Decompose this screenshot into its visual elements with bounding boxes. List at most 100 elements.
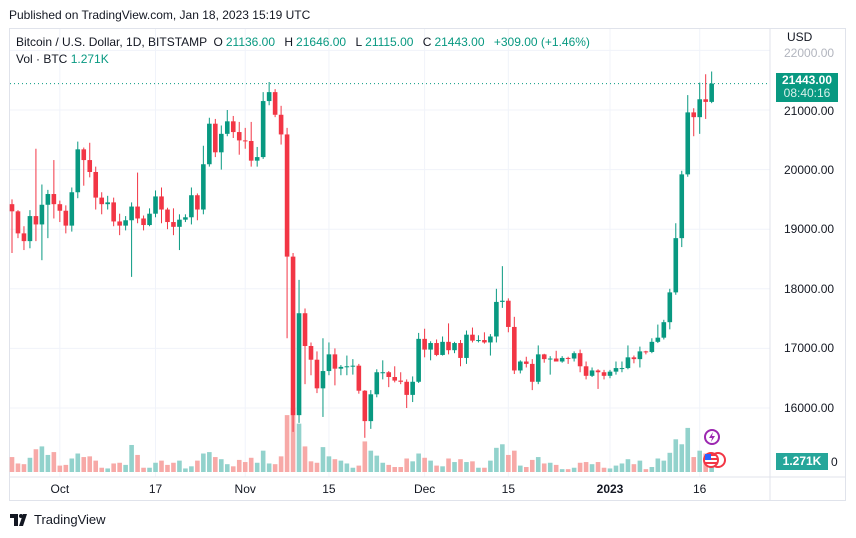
candle[interactable] — [75, 141, 81, 199]
candle[interactable] — [404, 379, 409, 408]
candle[interactable] — [631, 355, 637, 364]
candle[interactable] — [117, 213, 122, 236]
candle[interactable] — [392, 366, 398, 383]
candle[interactable] — [39, 184, 45, 261]
candle[interactable] — [290, 253, 296, 432]
candle[interactable] — [219, 125, 224, 170]
candle[interactable] — [446, 323, 451, 355]
candle[interactable] — [458, 340, 463, 367]
candle[interactable] — [637, 346, 643, 368]
candle[interactable] — [189, 187, 194, 225]
candle[interactable] — [589, 367, 595, 378]
candle[interactable] — [332, 348, 338, 386]
candle[interactable] — [643, 350, 649, 355]
candle[interactable] — [613, 361, 619, 375]
candle[interactable] — [308, 342, 314, 376]
candle[interactable] — [207, 117, 212, 167]
candle[interactable] — [535, 345, 541, 385]
candle[interactable] — [302, 308, 308, 385]
candle[interactable] — [260, 92, 266, 159]
candle[interactable] — [380, 360, 386, 380]
candle[interactable] — [518, 360, 523, 374]
candle[interactable] — [15, 210, 21, 239]
candle[interactable] — [284, 127, 290, 339]
candle[interactable] — [296, 279, 302, 423]
candle[interactable] — [500, 266, 505, 308]
candle[interactable] — [320, 338, 326, 417]
candle[interactable] — [703, 74, 708, 119]
candle[interactable] — [135, 172, 140, 224]
candle[interactable] — [326, 342, 332, 376]
candle[interactable] — [368, 390, 374, 429]
candle[interactable] — [476, 335, 481, 343]
candle[interactable] — [512, 316, 517, 375]
candle[interactable] — [213, 118, 218, 158]
candle[interactable] — [338, 365, 344, 376]
candle[interactable] — [27, 210, 33, 249]
candle[interactable] — [344, 355, 350, 376]
candle[interactable] — [482, 332, 487, 344]
candle[interactable] — [362, 390, 368, 438]
candle[interactable] — [691, 108, 697, 137]
candle[interactable] — [69, 187, 75, 232]
candle[interactable] — [129, 202, 134, 277]
candle[interactable] — [278, 105, 284, 145]
candle[interactable] — [21, 226, 27, 251]
candle[interactable] — [416, 332, 421, 383]
candle[interactable] — [356, 363, 362, 394]
candle[interactable] — [105, 195, 110, 210]
candle[interactable] — [655, 324, 661, 344]
candle[interactable] — [171, 208, 176, 236]
candle[interactable] — [434, 339, 439, 357]
candle[interactable] — [452, 341, 457, 354]
candle[interactable] — [619, 361, 625, 373]
candle[interactable] — [123, 216, 128, 231]
candle[interactable] — [494, 288, 499, 343]
lightning-event-icon[interactable] — [704, 429, 720, 445]
candle[interactable] — [272, 89, 278, 118]
candle[interactable] — [350, 359, 356, 375]
candle[interactable] — [183, 214, 188, 223]
candle[interactable] — [440, 336, 445, 356]
candle[interactable] — [195, 193, 200, 221]
candle[interactable] — [159, 187, 164, 224]
candle[interactable] — [601, 369, 607, 380]
candle[interactable] — [51, 160, 57, 219]
candle[interactable] — [559, 356, 565, 363]
candle[interactable] — [697, 82, 702, 134]
candle[interactable] — [248, 121, 254, 167]
candle[interactable] — [709, 71, 714, 104]
candle[interactable] — [230, 115, 236, 139]
candle[interactable] — [506, 298, 511, 333]
candle[interactable] — [87, 142, 93, 178]
candle[interactable] — [374, 369, 380, 398]
candle[interactable] — [165, 207, 170, 230]
candle[interactable] — [33, 148, 39, 242]
us-flag-economic-event-icon[interactable] — [703, 452, 719, 468]
candle[interactable] — [553, 350, 559, 362]
candle[interactable] — [571, 351, 577, 362]
candle[interactable] — [470, 327, 475, 343]
candle[interactable] — [93, 166, 99, 210]
candle[interactable] — [63, 205, 69, 234]
candle[interactable] — [111, 197, 116, 227]
candle[interactable] — [547, 356, 553, 375]
candle[interactable] — [422, 328, 427, 358]
candle[interactable] — [141, 215, 146, 231]
candle[interactable] — [685, 95, 691, 177]
candle[interactable] — [649, 338, 655, 354]
candle[interactable] — [45, 189, 51, 239]
candle[interactable] — [565, 356, 571, 364]
candle[interactable] — [386, 371, 392, 388]
candle[interactable] — [242, 127, 248, 149]
candle[interactable] — [314, 351, 320, 394]
candle[interactable] — [679, 170, 685, 248]
candle[interactable] — [201, 145, 206, 215]
candle[interactable] — [99, 192, 104, 215]
candle[interactable] — [147, 208, 152, 227]
candle[interactable] — [625, 345, 631, 370]
candle[interactable] — [529, 359, 535, 391]
candle[interactable] — [523, 356, 529, 368]
candle[interactable] — [254, 146, 260, 167]
